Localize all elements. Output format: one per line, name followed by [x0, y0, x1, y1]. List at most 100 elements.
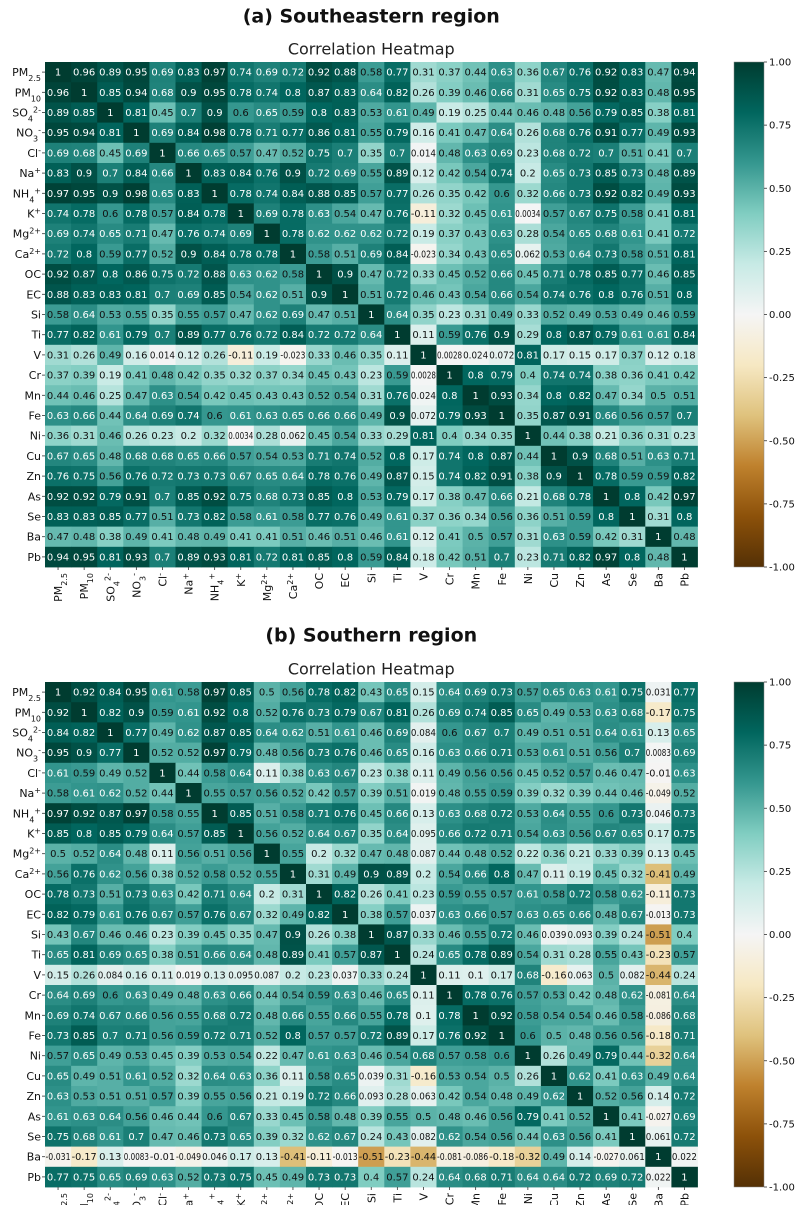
heatmap-cell-k-cu — [540, 823, 568, 844]
heatmap-cell-cu-no3 — [123, 445, 150, 467]
heatmap-cell-ec-mg2 — [253, 284, 281, 305]
heatmap-cell-pm2-5-k — [227, 682, 255, 703]
cell-value-label: 0.68 — [465, 809, 487, 820]
cell-value-label: 0.43 — [438, 290, 460, 301]
heatmap-cell-ec-ec — [332, 284, 359, 305]
heatmap-cell-v-mg2 — [253, 964, 281, 986]
y-tick-label-na: Na+ — [19, 786, 41, 801]
cell-value-label: 1 — [420, 970, 426, 981]
heatmap-cell-mg2-mn — [462, 843, 490, 865]
cell-value-label: 0.61 — [621, 728, 643, 739]
heatmap-cell-v-cl — [149, 964, 176, 986]
heatmap-cell-ni-ec — [332, 1045, 359, 1067]
heatmap-cell-nh4-zn — [567, 183, 594, 204]
x-tick-label-k: K+ — [233, 1193, 248, 1205]
cell-value-label: 0.74 — [230, 68, 252, 79]
heatmap-cell-cl-cu — [540, 762, 568, 784]
cell-value-label: 0.7 — [337, 148, 353, 159]
heatmap-cell-mn-mn — [462, 1005, 490, 1026]
heatmap-cell-no3-ni — [514, 742, 542, 764]
cell-value-label: 0.92 — [47, 270, 69, 281]
heatmap-cell-no3-so4-2 — [97, 122, 124, 144]
heatmap-cell-si-pb — [671, 924, 698, 945]
cell-value-label: 0.76 — [569, 128, 591, 139]
heatmap-cell-oc-pm10 — [71, 884, 98, 905]
heatmap-cell-cl-ni — [514, 762, 542, 784]
cell-value-label: 1 — [525, 431, 531, 442]
heatmap-cell-so4-2-v — [410, 102, 437, 123]
heatmap-cell-fe-as — [593, 1025, 620, 1046]
cell-value-label: 0.84 — [204, 249, 226, 260]
cell-value-label: 0.53 — [595, 310, 617, 321]
cell-value-label: 0.26 — [412, 189, 434, 200]
heatmap-cell-cu-ec — [332, 1065, 359, 1087]
cell-value-label: 0.43 — [256, 391, 278, 402]
heatmap-cell-cl-cl — [149, 762, 176, 784]
cell-value-label: 0.55 — [177, 310, 199, 321]
heatmap-cell-ni-ba — [645, 1045, 672, 1067]
heatmap-cell-as-pb — [671, 486, 698, 507]
heatmap-cell-cl-k — [227, 142, 255, 164]
cell-value-label: 0.52 — [491, 849, 513, 860]
cell-value-label: 0.48 — [177, 532, 199, 543]
heatmap-cell-fe-oc — [306, 405, 333, 426]
cell-value-label: 0.77 — [308, 512, 330, 523]
cell-value-label: -0.023 — [280, 350, 305, 361]
cell-value-label: 0.35 — [438, 189, 460, 200]
cell-value-label: 0.2 — [181, 431, 197, 442]
heatmap-cell-cl-mg2 — [253, 762, 281, 784]
cell-value-label: 0.69 — [151, 411, 173, 422]
heatmap-cell-v-cu — [540, 964, 568, 986]
heatmap-cell-v-nh4 — [201, 964, 229, 986]
cell-value-label: 0.64 — [517, 1172, 539, 1183]
cell-value-label: 0.57 — [308, 1031, 330, 1042]
heatmap-cell-ti-si — [358, 324, 385, 346]
heatmap-cell-k-mg2 — [253, 203, 281, 224]
heatmap-cell-si-ca2 — [279, 924, 307, 945]
cell-value-label: 0.52 — [73, 849, 95, 860]
heatmap-cell-cl-so4-2 — [97, 142, 124, 164]
heatmap-cell-oc-as — [593, 264, 620, 285]
heatmap-cell-mg2-mg2 — [253, 843, 281, 865]
cell-value-label: 0.34 — [282, 371, 304, 382]
cell-value-label: 0.45 — [230, 391, 252, 402]
y-tick-label-no3: NO3- — [16, 125, 41, 143]
cell-value-label: 0.77 — [621, 128, 643, 139]
cell-value-label: 0.78 — [465, 950, 487, 961]
heatmap-cell-cl-pm10 — [71, 762, 98, 784]
heatmap-cell-oc-ni — [514, 884, 542, 905]
heatmap-cell-so4-2-ca2 — [279, 722, 307, 743]
heatmap-cell-cu-so4-2 — [97, 445, 124, 467]
cell-value-label: 0.51 — [569, 748, 591, 759]
heatmap-cell-fe-zn — [567, 405, 594, 426]
x-tick-label-cl: Cl- — [155, 573, 170, 587]
cell-value-label: 0.82 — [569, 391, 591, 402]
cell-value-label: 0.89 — [386, 869, 408, 880]
x-tick-label-mn: Mn — [470, 1193, 483, 1205]
heatmap-cell-so4-2-zn — [567, 102, 594, 123]
heatmap-cell-fe-cl — [149, 1025, 176, 1046]
heatmap-cell-cr-pb — [671, 365, 698, 386]
cell-value-label: 0.7 — [389, 148, 405, 159]
heatmap-cell-cu-mn — [462, 1065, 490, 1087]
heatmap-cell-cl-cr — [436, 142, 463, 164]
heatmap-cell-k-si — [358, 823, 385, 844]
cell-value-label: 1 — [394, 950, 400, 961]
cell-value-label: 0.45 — [360, 809, 382, 820]
heatmap-cell-cl-mn — [462, 142, 490, 164]
heatmap-cell-oc-no3 — [123, 264, 150, 285]
heatmap-cell-oc-fe — [488, 884, 516, 905]
cell-value-label: 0.31 — [647, 512, 669, 523]
cell-value-label: 0.65 — [543, 688, 565, 699]
heatmap-cell-cl-se — [619, 762, 646, 784]
heatmap-cell-zn-zn — [567, 466, 594, 487]
heatmap-cell-ec-v — [410, 284, 437, 305]
cell-value-label: 0.54 — [465, 1092, 487, 1103]
heatmap-cell-pm10-k — [227, 702, 255, 723]
cell-value-label: 0.88 — [204, 270, 226, 281]
cell-value-label: 1 — [290, 249, 296, 260]
cell-value-label: 0.64 — [282, 472, 304, 483]
cell-value-label: 1 — [211, 809, 217, 820]
heatmap-cell-ti-mg2 — [253, 324, 281, 346]
cell-value-label: 0.61 — [621, 229, 643, 240]
